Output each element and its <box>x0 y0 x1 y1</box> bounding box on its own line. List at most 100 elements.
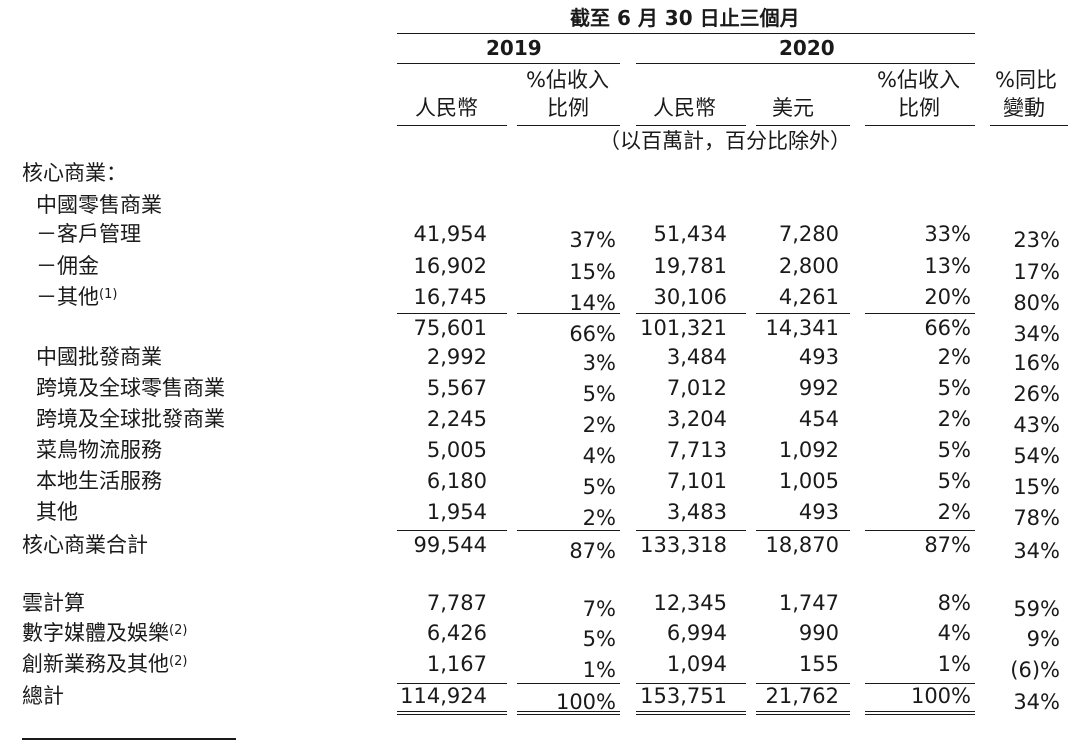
row-label: 本地生活服務 <box>36 469 162 493</box>
footnote-marker: (2) <box>169 623 188 638</box>
pct-2019-cell: 87% <box>569 539 616 563</box>
table-row: 總計 114,924 100% 153,751 21,762 100% 34% <box>0 686 1080 716</box>
rmb-2020-cell: 153,751 <box>640 684 727 708</box>
period-underline <box>397 33 975 34</box>
rmb-2020-cell: 7,101 <box>666 469 727 493</box>
usd-2020-cell: 990 <box>798 621 839 645</box>
row-label: 數字媒體及娛樂(2) <box>22 621 188 645</box>
rmb-2020-cell: 19,781 <box>653 254 727 278</box>
rmb-2020-cell: 30,106 <box>653 285 727 309</box>
grand-total-top-rule <box>756 683 850 684</box>
pct-2020-cell: 2% <box>937 345 971 369</box>
pct-2019-cell: 5% <box>582 475 616 499</box>
grand-total-double-rule <box>636 711 746 715</box>
grand-total-top-rule <box>517 683 620 684</box>
unit-note: （以百萬計，百分比除外） <box>599 129 851 153</box>
core-total-rule <box>756 530 850 531</box>
pct-2019-cell: 37% <box>569 228 616 252</box>
row-label: 總計 <box>22 684 64 708</box>
pct-2019-cell: 5% <box>582 627 616 651</box>
usd-2020-cell: 2,800 <box>778 254 839 278</box>
rmb-2020-cell: 3,204 <box>666 407 727 431</box>
col-rmb-2019-underline <box>397 125 507 126</box>
yoy-cell: (6)% <box>1010 658 1060 682</box>
pct-2020-cell: 4% <box>937 621 971 645</box>
pct-2019-cell: 2% <box>582 413 616 437</box>
section-core-commerce: 核心商業： <box>22 161 127 185</box>
grand-total-double-rule <box>756 711 850 715</box>
core-total-rule <box>865 530 975 531</box>
yoy-cell: 17% <box>1013 260 1060 284</box>
footnote-rule <box>22 738 236 740</box>
col-pct-2019-header-line2: 比例 <box>547 96 589 120</box>
usd-2020-cell: 7,280 <box>778 222 839 246</box>
table-row: 中國批發商業 2,992 3% 3,484 493 2% 16% <box>0 347 1080 377</box>
usd-2020-cell: 14,341 <box>765 316 839 340</box>
rmb-2020-cell: 3,483 <box>666 500 727 524</box>
table-row: 雲計算 7,787 7% 12,345 1,747 8% 59% <box>0 593 1080 623</box>
subtotal-rule <box>397 313 507 314</box>
row-label: 雲計算 <box>22 591 85 615</box>
yoy-cell: 43% <box>1013 413 1060 437</box>
yoy-cell: 59% <box>1013 597 1060 621</box>
row-label: －其他(1) <box>36 285 118 309</box>
yoy-cell: 78% <box>1013 506 1060 530</box>
row-label: 其他 <box>36 500 78 524</box>
rmb-2020-cell: 7,012 <box>666 376 727 400</box>
rmb-2020-cell: 6,994 <box>666 621 727 645</box>
table-row: 跨境及全球零售商業 5,567 5% 7,012 992 5% 26% <box>0 378 1080 408</box>
grand-total-top-rule <box>397 683 507 684</box>
yoy-cell: 23% <box>1013 228 1060 252</box>
pct-2019-cell: 7% <box>582 597 616 621</box>
table-row: －客戶管理 41,954 37% 51,434 7,280 33% 23% <box>0 224 1080 254</box>
pct-2019-cell: 3% <box>582 351 616 375</box>
pct-2020-cell: 33% <box>924 222 971 246</box>
rmb-2019-cell: 5,005 <box>426 438 487 462</box>
grand-total-top-rule <box>636 683 746 684</box>
grand-total-double-rule <box>517 711 620 715</box>
usd-2020-cell: 1,005 <box>778 469 839 493</box>
year-2019-underline <box>397 63 620 64</box>
usd-2020-cell: 155 <box>798 652 839 676</box>
pct-2019-cell: 14% <box>569 291 616 315</box>
pct-2019-cell: 4% <box>582 444 616 468</box>
pct-2020-cell: 5% <box>937 469 971 493</box>
year-2019-header: 2019 <box>486 36 542 60</box>
yoy-cell: 26% <box>1013 382 1060 406</box>
pct-2020-cell: 5% <box>937 376 971 400</box>
usd-2020-cell: 454 <box>798 407 839 431</box>
rmb-2020-cell: 12,345 <box>653 591 727 615</box>
pct-2020-cell: 2% <box>937 407 971 431</box>
col-pct-2020-header-line1: %佔收入 <box>877 68 960 92</box>
table-row: 創新業務及其他(2) 1,167 1% 1,094 155 1% (6)% <box>0 654 1080 684</box>
table-row: 跨境及全球批發商業 2,245 2% 3,204 454 2% 43% <box>0 409 1080 439</box>
col-yoy-underline <box>990 125 1068 126</box>
subtotal-rule <box>517 313 620 314</box>
rmb-2020-cell: 3,484 <box>666 345 727 369</box>
rmb-2019-cell: 7,787 <box>426 591 487 615</box>
period-header: 截至 6 月 30 日止三個月 <box>570 6 800 30</box>
rmb-2020-cell: 1,094 <box>666 652 727 676</box>
rmb-2019-cell: 114,924 <box>400 684 487 708</box>
col-pct-2019-header-line1: %佔收入 <box>526 68 609 92</box>
footnote-marker: (2) <box>169 654 188 669</box>
usd-2020-cell: 21,762 <box>765 684 839 708</box>
rmb-2020-cell: 7,713 <box>666 438 727 462</box>
yoy-cell: 34% <box>1013 539 1060 563</box>
yoy-cell: 80% <box>1013 291 1060 315</box>
rmb-2019-cell: 1,954 <box>426 500 487 524</box>
core-total-rule <box>517 530 620 531</box>
rmb-2019-cell: 6,180 <box>426 469 487 493</box>
table-row: 核心商業合計 99,544 87% 133,318 18,870 87% 34% <box>0 535 1080 565</box>
subtotal-rule <box>756 313 850 314</box>
table-row: 本地生活服務 6,180 5% 7,101 1,005 5% 15% <box>0 471 1080 501</box>
yoy-cell: 34% <box>1013 690 1060 714</box>
pct-2019-cell: 66% <box>569 322 616 346</box>
row-label: 創新業務及其他(2) <box>22 652 188 676</box>
grand-total-double-rule <box>397 711 507 715</box>
rmb-2019-cell: 2,992 <box>426 345 487 369</box>
col-pct-2020-header-line2: 比例 <box>898 96 940 120</box>
row-label: －客戶管理 <box>36 222 141 246</box>
usd-2020-cell: 1,092 <box>778 438 839 462</box>
yoy-cell: 15% <box>1013 475 1060 499</box>
